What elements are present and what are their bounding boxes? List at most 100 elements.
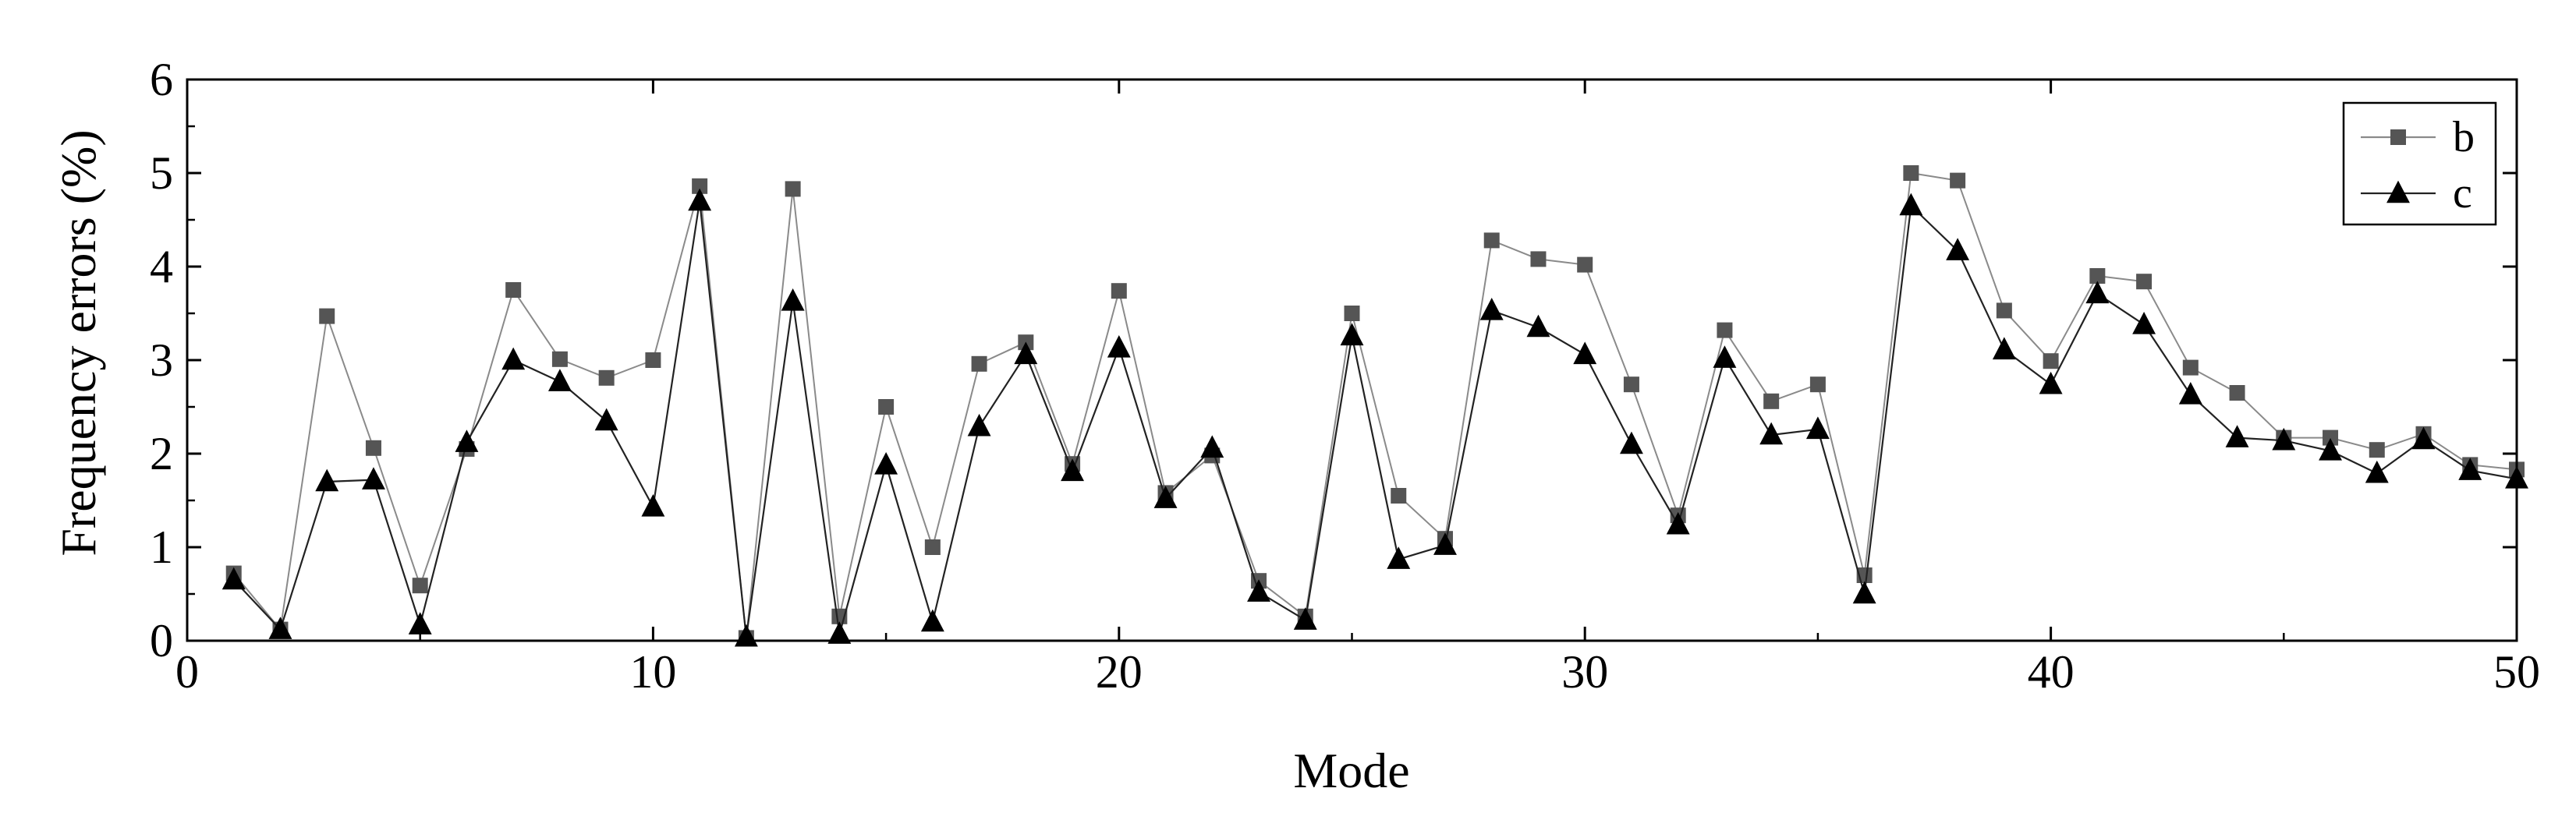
series-c-point-17	[967, 413, 991, 437]
series-c-point-16	[920, 609, 944, 632]
x-tick-label-0: 0	[175, 646, 199, 698]
series-b-point-5	[412, 578, 428, 594]
series-b-point-34	[1763, 393, 1780, 409]
series-b-point-30	[1577, 256, 1593, 273]
series-c-point-6	[455, 429, 479, 452]
series-c-point-24	[1293, 607, 1317, 630]
series-c-point-46	[2319, 438, 2342, 461]
y-tick-label-4: 4	[150, 241, 173, 292]
series-c-point-48	[2411, 426, 2436, 450]
series-b-point-31	[1623, 376, 1639, 393]
series-c-point-36	[1852, 581, 1876, 604]
legend-marker-c	[2386, 180, 2410, 203]
legend-item-b: b	[2361, 113, 2475, 161]
series-b-point-35	[1809, 376, 1826, 393]
series-b-point-8	[551, 351, 568, 367]
y-tick-label-0: 0	[150, 615, 173, 666]
series-b-point-47	[2369, 442, 2385, 458]
series-b-point-3	[319, 308, 335, 324]
series-c-point-43	[2178, 382, 2202, 405]
legend-label-c: c	[2453, 169, 2472, 217]
series-c-point-7	[501, 347, 526, 370]
x-tick-label-10: 10	[629, 646, 676, 698]
series-c-point-33	[1713, 345, 1737, 368]
series-c-point-15	[874, 452, 898, 475]
x-tick-label-40: 40	[2028, 646, 2075, 698]
series-c-point-27	[1433, 532, 1457, 555]
series-c-point-42	[2132, 312, 2156, 334]
y-tick-label-5: 5	[150, 147, 173, 199]
legend-marker-b	[2390, 129, 2406, 145]
series-c-point-5	[408, 612, 432, 634]
series-b-point-38	[1950, 172, 1966, 189]
series-c-point-2	[268, 617, 292, 639]
series-b-point-41	[2089, 268, 2106, 284]
series-b-point-29	[1530, 251, 1547, 267]
series-c-point-25	[1340, 323, 1364, 346]
legend-box	[2342, 101, 2497, 226]
series-c-point-12	[734, 624, 758, 647]
series-c-point-47	[2365, 460, 2389, 483]
series-c-point-37	[1899, 193, 1923, 216]
series-c-point-30	[1573, 341, 1597, 365]
series-b	[225, 165, 2525, 646]
series-c-point-4	[362, 467, 385, 490]
marks-layer	[221, 165, 2528, 647]
series-b-point-17	[971, 355, 987, 372]
series-c-point-44	[2225, 425, 2249, 447]
series-c-point-31	[1619, 431, 1643, 454]
series-c-point-9	[594, 408, 618, 431]
y-tick-label-3: 3	[150, 334, 173, 386]
series-b-point-39	[1996, 302, 2012, 319]
series-b-point-7	[505, 282, 522, 298]
series-c-point-32	[1666, 511, 1690, 535]
series-b-point-28	[1483, 232, 1500, 249]
series-c-point-20	[1107, 335, 1131, 358]
legend-item-c: c	[2361, 169, 2472, 217]
series-c-point-1	[221, 567, 246, 590]
series-c-point-14	[827, 621, 852, 644]
series-c-point-13	[781, 288, 805, 311]
series-b-point-40	[2043, 353, 2059, 369]
series-b-point-46	[2323, 429, 2339, 446]
y-tick-label-2: 2	[150, 428, 173, 479]
series-c-point-21	[1153, 486, 1178, 508]
series-c-point-26	[1387, 546, 1411, 569]
series-c-point-39	[1992, 337, 2016, 360]
y-tick-label-6: 6	[150, 54, 173, 105]
x-tick-label-50: 50	[2493, 646, 2540, 698]
series-c	[221, 188, 2528, 647]
series-c-point-10	[641, 494, 665, 517]
series-b-point-4	[365, 440, 381, 456]
series-c-point-38	[1946, 238, 1970, 260]
series-c-point-28	[1479, 298, 1504, 320]
series-b-point-25	[1344, 306, 1360, 321]
x-tick-label-20: 20	[1096, 646, 1143, 698]
series-c-point-45	[2272, 427, 2296, 451]
series-c-point-23	[1247, 579, 1270, 602]
series-c-point-3	[315, 468, 339, 492]
series-c-point-29	[1526, 314, 1550, 338]
series-c-point-8	[547, 369, 572, 391]
y-tick-label-1: 1	[150, 521, 173, 573]
series-c-point-41	[2085, 281, 2110, 304]
series-b-point-9	[598, 369, 615, 386]
series-c-point-11	[688, 188, 712, 211]
series-b-point-15	[878, 399, 895, 415]
series-c-point-49	[2458, 458, 2482, 480]
legend-label-b: b	[2453, 113, 2475, 161]
tick-layer: 0 10 20 30 40 50 0 1 2 3 4 5 6	[150, 54, 2540, 698]
series-c-point-35	[1805, 416, 1830, 440]
series-b-point-10	[645, 352, 661, 368]
series-c-point-18	[1014, 341, 1038, 365]
series-c-point-34	[1759, 422, 1784, 445]
series-b-point-44	[2229, 385, 2245, 401]
series-b-point-37	[1903, 165, 1919, 181]
series-b-point-26	[1391, 488, 1407, 504]
series-b-point-20	[1111, 283, 1127, 299]
series-c-point-22	[1200, 435, 1224, 458]
series-c-point-40	[2039, 371, 2063, 394]
y-axis-title: Frequency errors (%)	[51, 129, 106, 556]
series-b-point-11	[692, 178, 708, 194]
